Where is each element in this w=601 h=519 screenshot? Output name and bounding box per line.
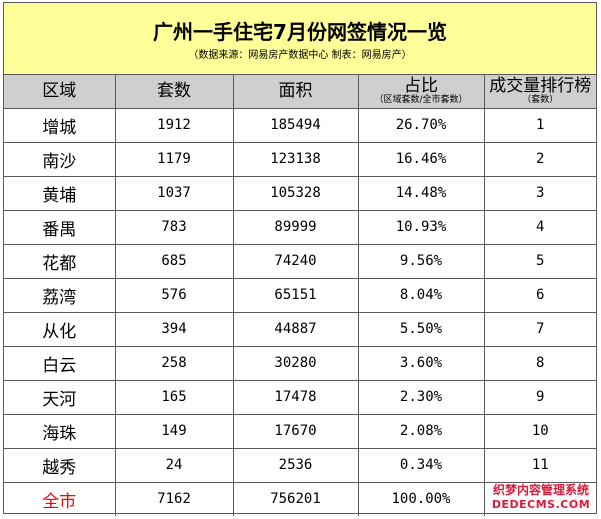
table-row: 从化 394 44887 5.50% 7 xyxy=(4,311,596,347)
header-units: 套数 xyxy=(114,75,234,109)
cell-units: 24 xyxy=(114,447,234,483)
cell-units: 149 xyxy=(114,413,234,449)
cell-share: 14.48% xyxy=(357,175,485,211)
table-row: 番禺 783 89999 10.93% 4 xyxy=(4,209,596,245)
cell-area: 2536 xyxy=(232,447,359,483)
cell-share: 2.08% xyxy=(357,413,485,449)
cell-region: 从化 xyxy=(4,311,116,347)
cell-share: 8.04% xyxy=(357,277,485,313)
cell-area: 89999 xyxy=(232,209,359,245)
table-row: 荔湾 576 65151 8.04% 6 xyxy=(4,277,596,313)
header-rank-label: 成交量排行榜 xyxy=(489,75,592,96)
cell-region: 增城 xyxy=(4,107,116,143)
table-title: 广州一手住宅7月份网签情况一览 xyxy=(153,20,447,44)
watermark-line2: DEDECMS.COM xyxy=(491,498,591,511)
cell-share: 2.30% xyxy=(357,379,485,415)
cell-share: 10.93% xyxy=(357,209,485,245)
cell-rank: 2 xyxy=(483,141,596,177)
table-row: 南沙 1179 123138 16.46% 2 xyxy=(4,141,596,177)
cell-share: 5.50% xyxy=(357,311,485,347)
cell-units: 394 xyxy=(114,311,234,347)
cell-units: 576 xyxy=(114,277,234,313)
cell-rank: 1 xyxy=(483,107,596,143)
cell-share: 26.70% xyxy=(357,107,485,143)
header-area: 面积 xyxy=(232,75,359,109)
cell-area: 65151 xyxy=(232,277,359,313)
cell-rank: 4 xyxy=(483,209,596,245)
cell-units: 1912 xyxy=(114,107,234,143)
header-rank: 成交量排行榜 （套数） xyxy=(483,75,596,109)
cell-area: 17670 xyxy=(232,413,359,449)
cell-units: 165 xyxy=(114,379,234,415)
title-block: 广州一手住宅7月份网签情况一览 （数据来源：网易房产数据中心 制表：网易房产） xyxy=(4,3,596,75)
total-share: 100.00% xyxy=(357,481,485,516)
cell-region: 荔湾 xyxy=(4,277,116,313)
cell-rank: 7 xyxy=(483,311,596,347)
cell-units: 258 xyxy=(114,345,234,381)
cell-share: 16.46% xyxy=(357,141,485,177)
cell-area: 30280 xyxy=(232,345,359,381)
total-area: 756201 xyxy=(232,481,359,516)
header-share-label: 占比 xyxy=(404,75,438,96)
table-row: 黄埔 1037 105328 14.48% 3 xyxy=(4,175,596,211)
cell-rank: 10 xyxy=(483,413,596,449)
table-row: 天河 165 17478 2.30% 9 xyxy=(4,379,596,415)
cell-region: 白云 xyxy=(4,345,116,381)
header-share: 占比 （区域套数/全市套数） xyxy=(357,75,485,109)
spreadsheet-table: 广州一手住宅7月份网签情况一览 （数据来源：网易房产数据中心 制表：网易房产） … xyxy=(3,2,597,516)
table-row: 白云 258 30280 3.60% 8 xyxy=(4,345,596,381)
cell-units: 1037 xyxy=(114,175,234,211)
cell-region: 海珠 xyxy=(4,413,116,449)
data-table: 区域 套数 面积 占比 （区域套数/全市套数） 成交量排行榜 （套数） 增城 19… xyxy=(4,75,596,516)
cell-share: 3.60% xyxy=(357,345,485,381)
header-region: 区域 xyxy=(4,75,116,109)
total-units: 7162 xyxy=(114,481,234,516)
cell-area: 185494 xyxy=(232,107,359,143)
cell-rank: 5 xyxy=(483,243,596,279)
total-region: 全市 xyxy=(4,481,116,516)
cell-area: 17478 xyxy=(232,379,359,415)
cell-rank: 8 xyxy=(483,345,596,381)
cell-region: 花都 xyxy=(4,243,116,279)
cell-region: 越秀 xyxy=(4,447,116,483)
cell-share: 0.34% xyxy=(357,447,485,483)
cell-rank: 3 xyxy=(483,175,596,211)
table-row: 海珠 149 17670 2.08% 10 xyxy=(4,413,596,449)
table-row: 越秀 24 2536 0.34% 11 xyxy=(4,447,596,483)
cell-rank: 11 xyxy=(483,447,596,483)
watermark-line1: 织梦内容管理系统 xyxy=(492,483,589,497)
table-subtitle: （数据来源：网易房产数据中心 制表：网易房产） xyxy=(188,50,412,61)
cell-rank: 9 xyxy=(483,379,596,415)
cell-area: 123138 xyxy=(232,141,359,177)
cell-region: 番禺 xyxy=(4,209,116,245)
header-row: 区域 套数 面积 占比 （区域套数/全市套数） 成交量排行榜 （套数） xyxy=(4,75,596,109)
watermark-logo: 织梦内容管理系统 DEDECMS.COM xyxy=(487,483,595,513)
table-row: 增城 1912 185494 26.70% 1 xyxy=(4,107,596,143)
cell-region: 天河 xyxy=(4,379,116,415)
cell-area: 74240 xyxy=(232,243,359,279)
header-rank-note: （套数） xyxy=(522,94,559,105)
cell-region: 南沙 xyxy=(4,141,116,177)
header-share-note: （区域套数/全市套数） xyxy=(374,94,468,105)
cell-units: 1179 xyxy=(114,141,234,177)
table-row: 花都 685 74240 9.56% 5 xyxy=(4,243,596,279)
cell-area: 105328 xyxy=(232,175,359,211)
table-body: 增城 1912 185494 26.70% 1 南沙 1179 123138 16.46% 2 黄埔… xyxy=(4,107,596,516)
cell-region: 黄埔 xyxy=(4,175,116,211)
cell-units: 783 xyxy=(114,209,234,245)
cell-share: 9.56% xyxy=(357,243,485,279)
cell-rank: 6 xyxy=(483,277,596,313)
cell-units: 685 xyxy=(114,243,234,279)
cell-area: 44887 xyxy=(232,311,359,347)
